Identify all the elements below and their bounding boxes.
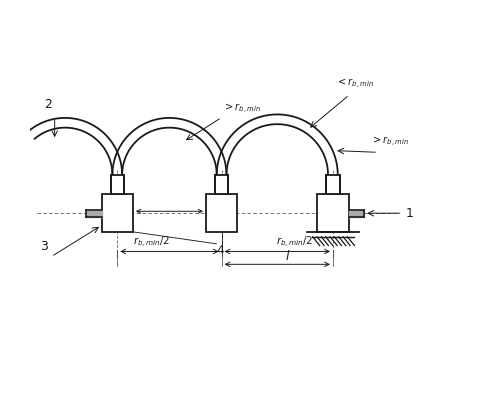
Text: $l$: $l$	[285, 249, 291, 263]
Bar	[326, 175, 339, 194]
Bar	[215, 175, 228, 194]
Text: 3: 3	[40, 240, 48, 253]
Text: $>r_{b,min}$: $>r_{b,min}$	[223, 102, 261, 116]
Text: 4: 4	[217, 245, 224, 258]
Bar	[206, 194, 237, 232]
Bar	[102, 194, 133, 232]
Text: $>r_{b,min}$: $>r_{b,min}$	[371, 135, 409, 149]
Bar	[317, 194, 348, 232]
Text: $r_{b,min}/2$: $r_{b,min}/2$	[276, 235, 313, 250]
Text: $<r_{b,min}$: $<r_{b,min}$	[336, 77, 374, 91]
Text: $r_{b,min}/2$: $r_{b,min}/2$	[133, 235, 171, 250]
Bar	[111, 175, 124, 194]
Text: 2: 2	[44, 98, 52, 110]
Text: 1: 1	[406, 207, 414, 220]
